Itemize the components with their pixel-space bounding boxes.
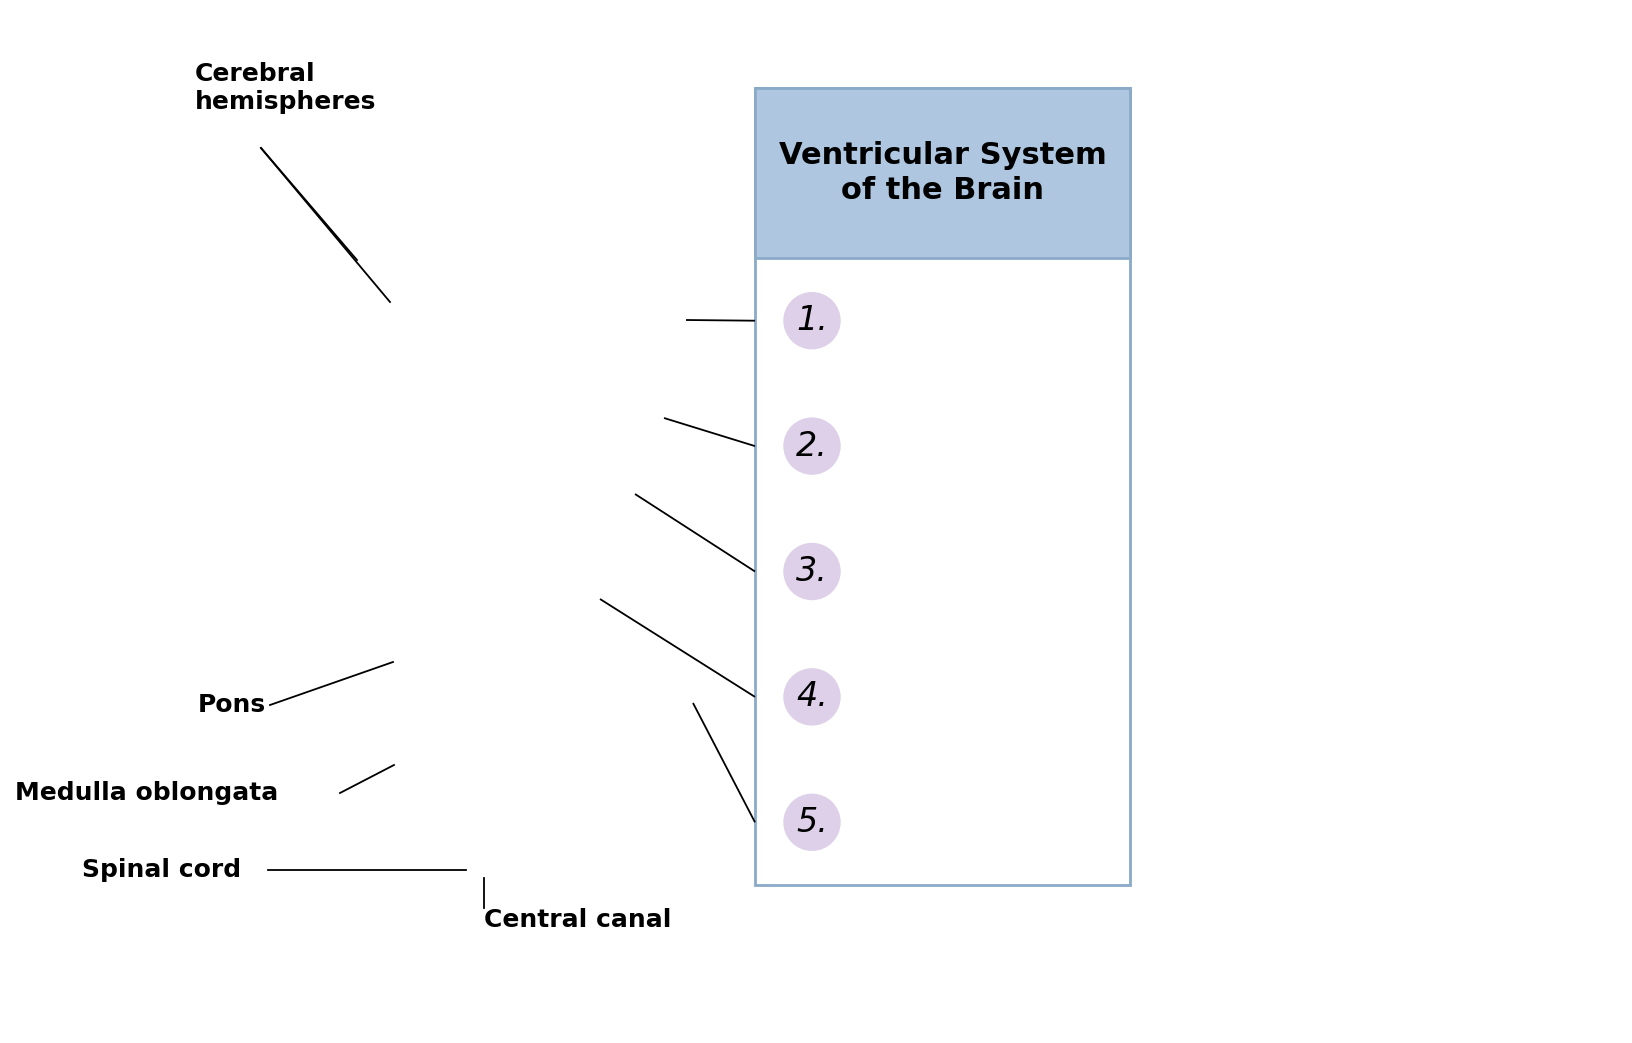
Circle shape [783, 669, 839, 725]
Text: Medulla oblongata: Medulla oblongata [15, 781, 277, 805]
Text: Central canal: Central canal [483, 908, 671, 932]
Text: Spinal cord: Spinal cord [82, 858, 242, 882]
Text: 3.: 3. [795, 555, 827, 588]
Circle shape [783, 543, 839, 600]
Circle shape [783, 795, 839, 850]
Text: Pons: Pons [197, 693, 266, 717]
Text: Ventricular System
of the Brain: Ventricular System of the Brain [778, 141, 1106, 205]
Circle shape [783, 418, 839, 475]
FancyBboxPatch shape [754, 88, 1129, 886]
Text: Cerebral
hemispheres: Cerebral hemispheres [194, 62, 375, 114]
FancyBboxPatch shape [754, 88, 1129, 258]
Text: 4.: 4. [795, 680, 827, 713]
Text: 5.: 5. [795, 806, 827, 839]
Circle shape [783, 293, 839, 348]
Text: 2.: 2. [795, 430, 827, 463]
Text: 1.: 1. [795, 305, 827, 337]
